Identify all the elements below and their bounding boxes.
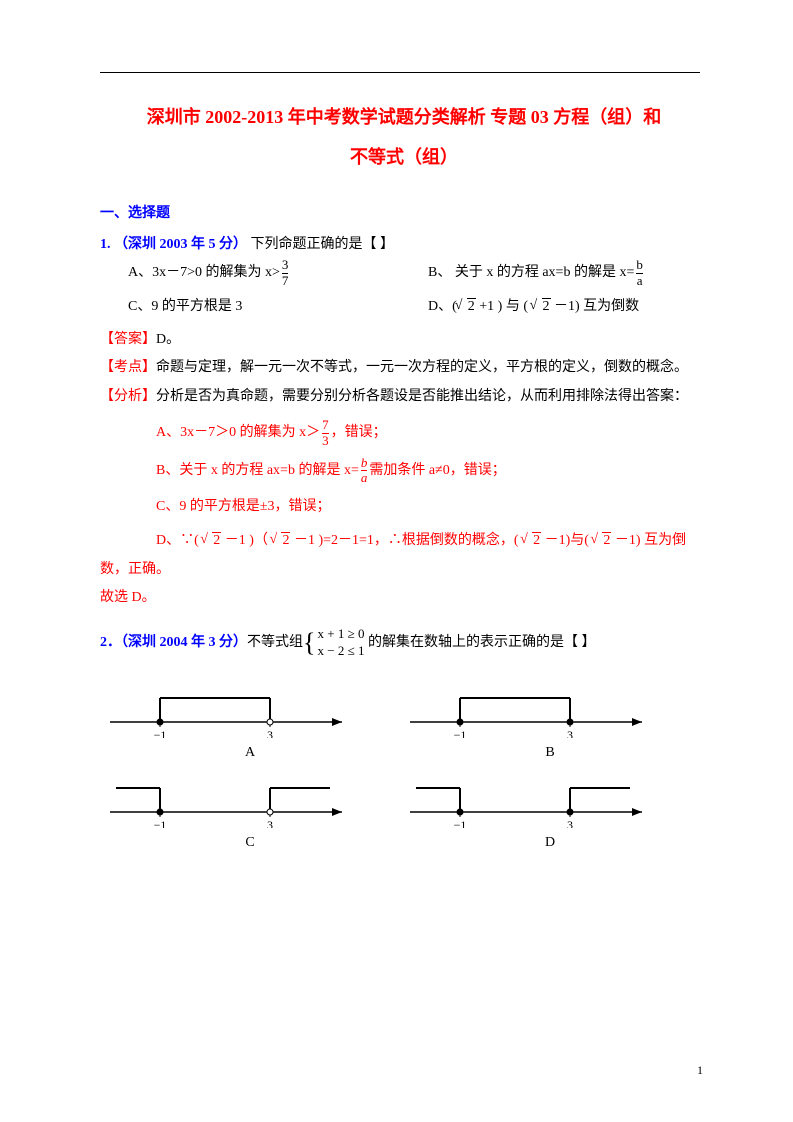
opt-d: −13 D [400,778,700,857]
q1-b-text: B、 关于 x 的方程 ax=b 的解是 x= [428,265,634,280]
opt-a: −13 A [100,688,400,767]
options-row2: −13 C −13 D [100,778,708,857]
q2-num: 2． [100,635,121,650]
q1-row-cd: C、9 的平方根是 3 D、(2 +1 ) 与 ( 2 －1) 互为倒数 [128,294,708,321]
q1-src: （深圳 2003 年 5 分） [114,237,247,252]
answer-block: 【答案】D。 【考点】命题与定理，解一元一次不等式，一元一次方程的定义，平方根的… [100,327,708,612]
svg-text:−1: −1 [154,818,167,828]
q1-num: 1. [100,237,111,252]
svg-text:−1: −1 [454,818,467,828]
svg-text:3: 3 [267,818,273,828]
q2-src: （深圳 2004 年 3 分） [121,635,247,650]
svg-text:3: 3 [267,728,273,738]
options-row1: −13 A −13 B [100,688,708,767]
q2: 2．（深圳 2004 年 3 分）不等式组{x + 1 ≥ 0x − 2 ≤ 1… [100,626,708,660]
q1-c: C、9 的平方根是 3 [128,294,428,321]
numberline-diagram: −1 3 [400,688,660,738]
sqrt-icon: 2 [457,294,476,321]
opt-b: −13 B [400,688,700,767]
title-line2: 不等式（组） [100,138,708,178]
q1-a-text: A、3x－7>0 的解集为 x> [128,265,280,280]
section-heading: 一、选择题 [100,201,708,228]
svg-text:−1: −1 [154,728,167,738]
page-number: 1 [697,1059,703,1082]
q1-d: D、(2 +1 ) 与 ( 2 －1) 互为倒数 [428,294,708,321]
svg-text:−1: −1 [454,728,467,738]
title-line1: 深圳市 2002-2013 年中考数学试题分类解析 专题 03 方程（组）和 [100,98,708,138]
q1: 1. （深圳 2003 年 5 分） 下列命题正确的是【 】 [100,232,708,259]
brace-icon: { [303,631,315,654]
svg-text:3: 3 [567,818,573,828]
q1-row-ab: A、3x－7>0 的解集为 x>37 B、 关于 x 的方程 ax=b 的解是 … [128,258,708,288]
numberline-diagram: −1 3 [100,778,360,828]
q1-stem: 下列命题正确的是【 】 [251,237,395,252]
opt-c: −13 C [100,778,400,857]
numberline-diagram: −1 3 [100,688,360,738]
numberline-diagram: −1 3 [400,778,660,828]
svg-text:3: 3 [567,728,573,738]
